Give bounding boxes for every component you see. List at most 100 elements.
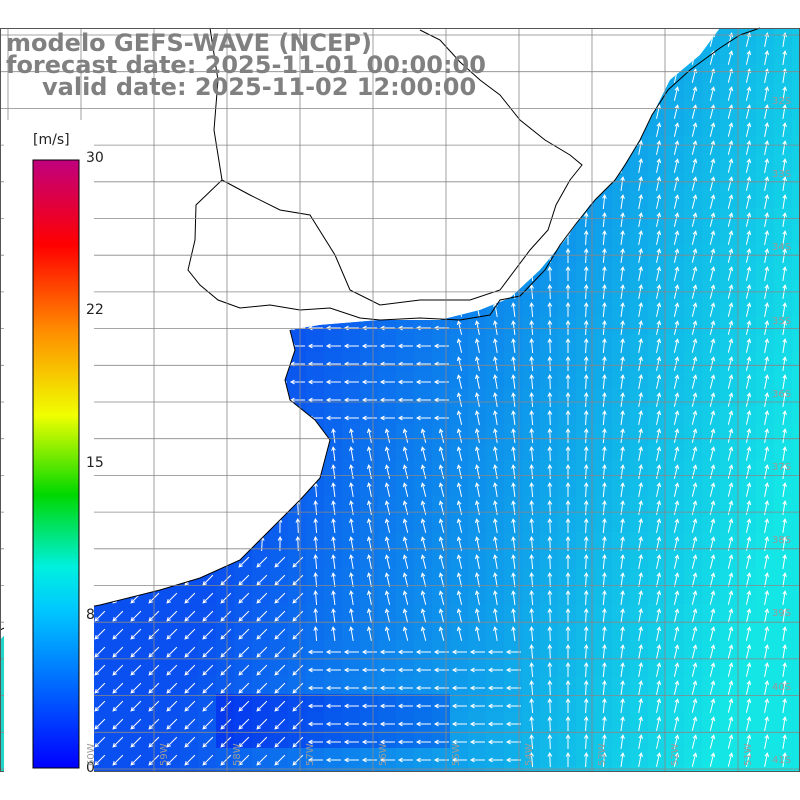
speed-cell [702, 640, 720, 658]
wind-arrow [127, 415, 143, 421]
speed-cell [720, 244, 738, 262]
wind-arrow [583, 607, 589, 624]
speed-cell [504, 514, 522, 532]
wind-arrow [127, 379, 143, 385]
speed-cell [630, 388, 648, 406]
wind-arrow [565, 85, 571, 101]
speed-cell [288, 496, 306, 514]
speed-cell [774, 208, 792, 226]
speed-cell [522, 46, 540, 64]
wind-arrow [366, 428, 372, 443]
wind-arrow [727, 212, 734, 227]
speed-cell [756, 586, 774, 604]
speed-cell [522, 568, 540, 586]
wind-arrow [547, 355, 553, 372]
wind-arrow [415, 397, 431, 403]
speed-cell [648, 730, 666, 748]
speed-cell [558, 712, 576, 730]
wind-arrow [583, 193, 589, 210]
speed-cell [540, 424, 558, 442]
speed-cell [234, 100, 252, 118]
speed-cell [504, 298, 522, 316]
wind-arrow [493, 68, 498, 83]
wind-arrow [235, 145, 251, 151]
wind-arrow [420, 554, 427, 569]
speed-cell [162, 316, 180, 334]
speed-cell [630, 370, 648, 388]
speed-cell [468, 694, 486, 712]
wind-arrow [127, 163, 143, 169]
speed-cell [504, 712, 522, 730]
speed-cell [756, 298, 774, 316]
speed-cell [738, 496, 756, 514]
speed-cell [702, 676, 720, 694]
wind-arrow [656, 428, 662, 443]
wind-arrow [673, 122, 680, 137]
wind-arrow [456, 464, 463, 479]
wind-arrow [764, 266, 770, 281]
wind-arrow [474, 356, 480, 371]
speed-cell [576, 676, 594, 694]
speed-cell [558, 460, 576, 478]
wind-arrow [166, 628, 178, 640]
speed-cell [558, 262, 576, 280]
wind-arrow [673, 248, 680, 263]
speed-cell [522, 154, 540, 172]
speed-cell [432, 658, 450, 676]
speed-cell [270, 172, 288, 190]
speed-cell [558, 280, 576, 298]
speed-cell [666, 280, 684, 298]
speed-cell [648, 406, 666, 424]
speed-cell [288, 298, 306, 316]
speed-cell [198, 226, 216, 244]
speed-cell [774, 478, 792, 496]
wind-arrow [397, 127, 413, 133]
speed-cell [666, 496, 684, 514]
speed-cell [486, 748, 504, 766]
wind-arrow [583, 211, 589, 228]
speed-cell [288, 370, 306, 388]
speed-cell [774, 280, 792, 298]
wind-arrow [397, 667, 413, 673]
speed-cell [720, 100, 738, 118]
wind-arrow [764, 302, 770, 317]
wind-arrow [638, 50, 643, 65]
speed-cell [558, 28, 576, 46]
wind-arrow [745, 608, 752, 623]
wind-arrow [709, 122, 716, 137]
speed-cell [576, 298, 594, 316]
speed-cell [774, 226, 792, 244]
speed-cell [504, 388, 522, 406]
speed-cell [666, 658, 684, 676]
speed-cell [198, 676, 216, 694]
speed-cell [396, 118, 414, 136]
speed-cell [108, 640, 126, 658]
speed-cell [738, 46, 756, 64]
colorbar-tick-22: 22 [86, 302, 104, 318]
speed-cell [576, 568, 594, 586]
speed-cell [576, 208, 594, 226]
speed-cell [108, 514, 126, 532]
wind-arrow [242, 517, 247, 534]
speed-cell [522, 172, 540, 190]
speed-cell [558, 316, 576, 334]
speed-cell [252, 712, 270, 730]
wind-arrow [782, 590, 787, 605]
speed-cell [792, 514, 800, 532]
speed-cell [396, 388, 414, 406]
speed-cell [702, 316, 720, 334]
speed-cell [306, 496, 324, 514]
wind-arrow [307, 649, 323, 655]
wind-arrow [433, 685, 449, 691]
wind-arrow [745, 230, 752, 245]
speed-cell [342, 334, 360, 352]
speed-cell [684, 442, 702, 460]
wind-arrow [384, 590, 391, 605]
speed-cell [594, 352, 612, 370]
speed-cell [666, 586, 684, 604]
speed-cell [108, 100, 126, 118]
wind-arrow [656, 374, 662, 389]
wind-arrow [602, 715, 607, 732]
speed-cell [540, 676, 558, 694]
wind-arrow [673, 644, 680, 659]
